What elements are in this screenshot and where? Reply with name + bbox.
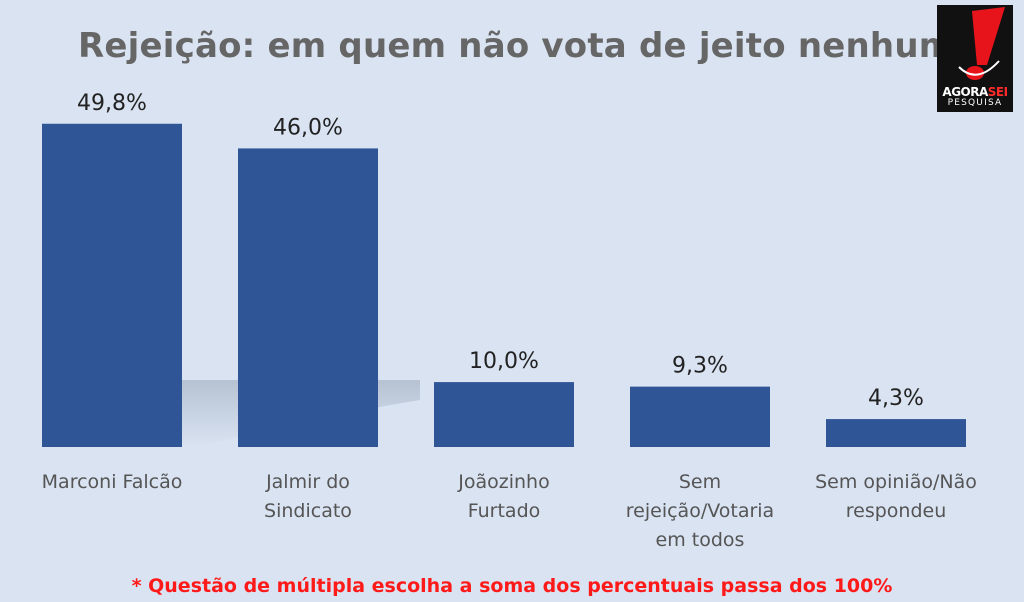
data-label-4: 4,3% (868, 386, 924, 411)
category-label-2: Joãozinho Furtado (457, 471, 549, 522)
footnote: * Questão de múltipla escolha a soma dos… (131, 575, 893, 597)
bar-0 (42, 123, 182, 448)
bar-chart: 49,8% Marconi Falcão 46,0% Jalmir do Sindica… (42, 91, 977, 551)
data-label-2: 10,0% (469, 349, 539, 374)
chart-title: Rejeição: em quem não vota de jeito nenh… (78, 26, 955, 66)
category-label-1: Jalmir do Sindicato (264, 471, 352, 522)
bar-2 (434, 382, 574, 447)
logo-wordmark: AGORASEI (942, 85, 1008, 99)
category-label-0: Marconi Falcão (42, 471, 183, 493)
data-label-3: 9,3% (672, 354, 728, 379)
logo-subtitle: PESQUISA (947, 98, 1003, 108)
bar-3 (630, 386, 770, 447)
logo-exclamation-icon (937, 5, 1013, 112)
data-label-0: 49,8% (77, 91, 147, 116)
category-label-3: Sem rejeição/Votaria em todos (626, 471, 774, 551)
category-label-4: Sem opinião/Não respondeu (815, 471, 977, 522)
bar-1 (238, 148, 378, 447)
bar-4 (826, 419, 966, 447)
data-label-1: 46,0% (273, 115, 343, 140)
agorasei-logo: AGORASEI PESQUISA (937, 5, 1013, 112)
